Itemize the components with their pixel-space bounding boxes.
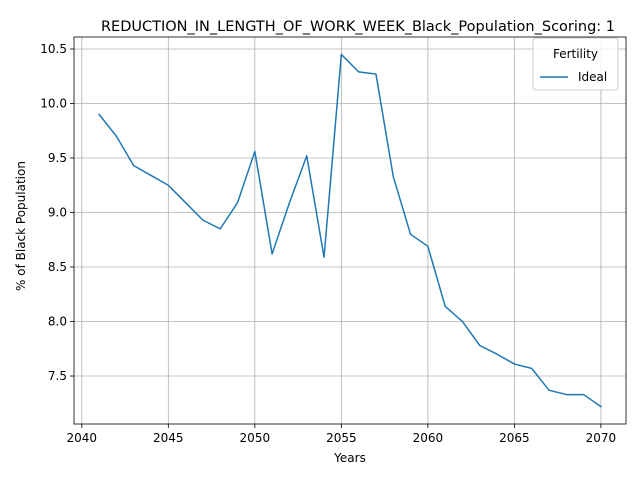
x-tick-label: 2045 — [153, 431, 184, 445]
y-tick-label: 10.5 — [40, 42, 67, 56]
x-tick-label: 2050 — [240, 431, 271, 445]
y-tick-label: 8.0 — [48, 315, 67, 329]
grid-lines — [74, 37, 626, 424]
x-axis-label: Years — [333, 451, 366, 465]
x-tick-label: 2060 — [413, 431, 444, 445]
axis-ticks: 2040 2045 2050 2055 2060 2065 2070 7.5 8.0 8.5 9.0… — [40, 42, 616, 445]
series-layer — [98, 53, 602, 408]
axes-frame — [73, 36, 627, 425]
legend-title: Fertility — [553, 47, 598, 61]
legend-label-ideal: Ideal — [578, 70, 607, 84]
plot-area-border — [73, 36, 627, 425]
x-tick-label: 2040 — [67, 431, 98, 445]
legend: Fertility Ideal — [532, 37, 619, 91]
chart-title: REDUCTION_IN_LENGTH_OF_WORK_WEEK_Black_P… — [101, 19, 615, 35]
x-tick-label: 2065 — [499, 431, 530, 445]
x-tick-label: 2070 — [586, 431, 617, 445]
y-tick-label: 9.5 — [48, 151, 67, 165]
y-tick-label: 8.5 — [48, 260, 67, 274]
y-axis-label: % of Black Population — [14, 161, 28, 291]
y-tick-label: 10.0 — [40, 96, 67, 110]
y-tick-label: 7.5 — [48, 369, 67, 383]
series-line-ideal — [98, 53, 602, 408]
y-tick-label: 9.0 — [48, 206, 67, 220]
x-tick-label: 2055 — [326, 431, 357, 445]
